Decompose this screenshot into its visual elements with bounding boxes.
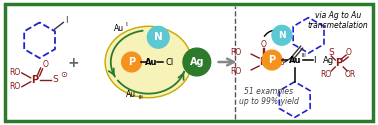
Text: P: P xyxy=(335,58,342,68)
Text: P: P xyxy=(260,57,266,67)
Text: +: + xyxy=(67,56,79,70)
Text: RO: RO xyxy=(9,68,20,77)
Text: III: III xyxy=(138,95,143,100)
Text: Cl: Cl xyxy=(165,58,174,66)
Text: I: I xyxy=(125,22,127,27)
Text: P: P xyxy=(128,57,135,67)
Circle shape xyxy=(122,52,141,72)
Text: S: S xyxy=(278,58,284,66)
Text: P: P xyxy=(268,55,276,65)
Text: I: I xyxy=(313,56,316,64)
Text: RO: RO xyxy=(321,70,332,79)
Text: S: S xyxy=(53,75,58,84)
Text: S: S xyxy=(328,48,334,57)
Text: I: I xyxy=(65,16,68,25)
Text: RO: RO xyxy=(9,82,20,91)
Text: via Ag to Au
transmetalation: via Ag to Au transmetalation xyxy=(308,11,369,30)
Circle shape xyxy=(183,48,211,76)
Text: Ag: Ag xyxy=(324,56,335,64)
Circle shape xyxy=(262,50,282,70)
Text: O: O xyxy=(43,60,48,70)
Text: O: O xyxy=(260,40,266,49)
Ellipse shape xyxy=(105,26,192,98)
Text: Ag: Ag xyxy=(190,57,204,67)
Text: RO: RO xyxy=(230,48,241,57)
Circle shape xyxy=(147,26,169,48)
Text: OR: OR xyxy=(344,70,356,79)
Text: III: III xyxy=(301,53,306,58)
Text: RO: RO xyxy=(230,67,241,76)
Text: Au: Au xyxy=(288,56,301,64)
Text: N: N xyxy=(154,32,163,42)
Circle shape xyxy=(272,25,292,45)
Text: ⊙: ⊙ xyxy=(60,70,67,79)
Text: 51 examples
up to 99% yield: 51 examples up to 99% yield xyxy=(239,87,299,106)
Text: Au: Au xyxy=(125,90,136,99)
Text: P: P xyxy=(31,75,38,85)
Text: N: N xyxy=(278,31,286,40)
Text: Au: Au xyxy=(145,58,158,66)
Text: Au: Au xyxy=(114,24,124,33)
FancyBboxPatch shape xyxy=(5,4,373,121)
Text: O: O xyxy=(345,48,351,57)
